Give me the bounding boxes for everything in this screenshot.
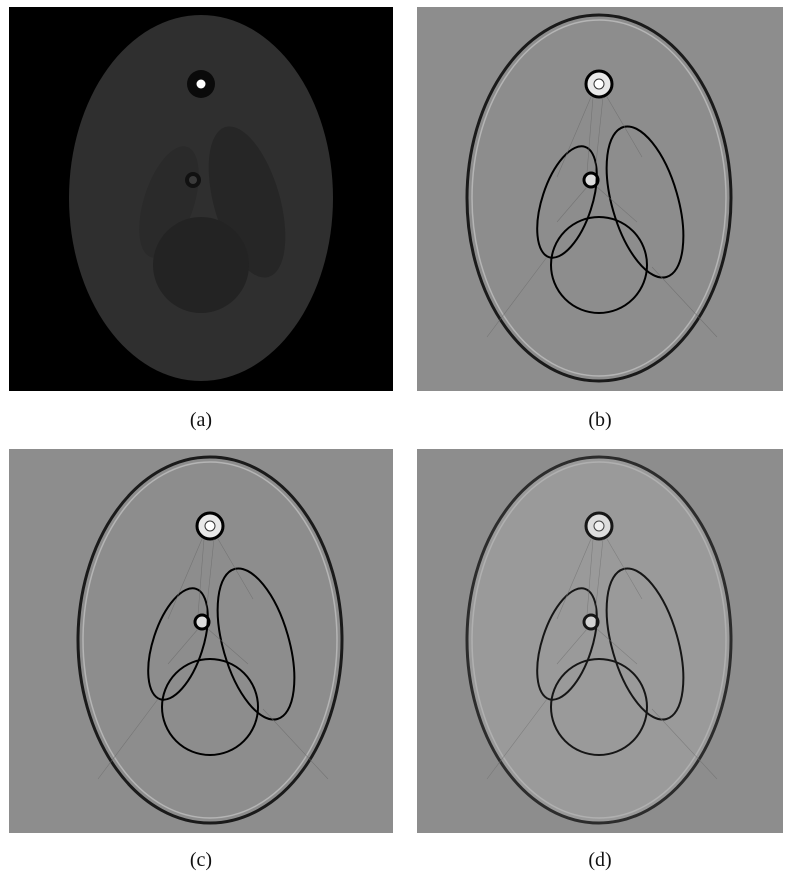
page-body: (a) (b) (c) (d) (() => { const data = JS… [0, 0, 791, 875]
caption: (d) [588, 849, 611, 871]
caption: (c) [190, 849, 212, 871]
panel-c [9, 449, 393, 833]
panel-a [9, 7, 393, 391]
phantom-spot [189, 176, 197, 184]
panel-background [9, 449, 393, 833]
panel-d [417, 449, 783, 833]
figure: (a) (b) (c) (d) [0, 0, 791, 875]
panel-b [417, 7, 783, 391]
caption: (b) [588, 409, 611, 431]
phantom-region [153, 217, 249, 313]
phantom-spot [197, 80, 206, 89]
phantom-body [69, 15, 333, 381]
caption: (a) [190, 409, 212, 431]
page: {"figure": {"captions": ["(a)", "(b)", "… [0, 0, 791, 875]
